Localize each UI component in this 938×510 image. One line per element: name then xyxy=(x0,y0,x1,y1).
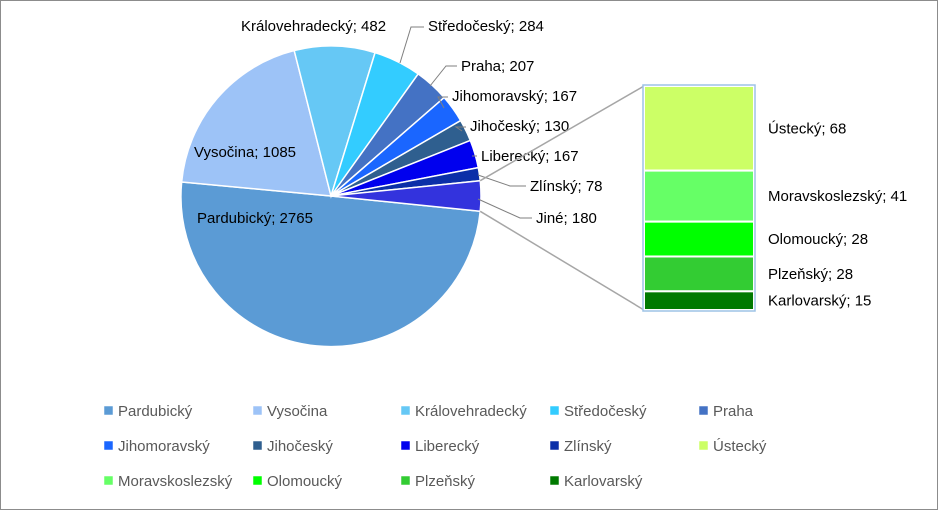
legend-swatch-vysocina xyxy=(252,405,263,416)
legend-item-zlinsky: Zlínský xyxy=(564,438,612,455)
legend-swatch-stredocesky xyxy=(549,405,560,416)
leader-line-zlinsky xyxy=(477,174,526,187)
pie xyxy=(180,45,482,348)
data-label-kralovehradecky: Královehradecký; 482 xyxy=(241,18,386,35)
legend-swatch-karlovarsky xyxy=(549,475,560,486)
data-label-jine: Jiné; 180 xyxy=(536,210,597,227)
bar-segment-moravskoslezsky xyxy=(643,169,755,223)
legend-item-stredocesky: Středočeský xyxy=(564,403,647,420)
secondary-bar: Ústecký; 68 Moravskoslezský; 41 Olomoucký;… xyxy=(642,84,907,312)
pie-slice-jine xyxy=(330,179,482,213)
legend-swatch-kralovehradecky xyxy=(400,405,411,416)
legend-item-olomoucky: Olomoucký xyxy=(267,473,343,490)
bar-label-olomoucky: Olomoucký; 28 xyxy=(768,231,868,248)
leader-line-praha xyxy=(429,65,457,87)
data-label-vysocina: Vysočina; 1085 xyxy=(194,144,296,161)
bar-label-ustecky: Ústecký; 68 xyxy=(768,120,846,137)
data-label-zlinsky: Zlínský; 78 xyxy=(530,178,603,195)
data-label-pardubicky: Pardubický; 2765 xyxy=(197,210,313,227)
legend-item-praha: Praha xyxy=(713,403,754,420)
leader-line-jihocesky xyxy=(454,126,466,132)
data-label-praha: Praha; 207 xyxy=(461,58,534,75)
legend-swatch-pardubicky xyxy=(103,405,114,416)
legend-swatch-zlinsky xyxy=(549,440,560,451)
data-labels: Pardubický; 2765 Vysočina; 1085 Královehra… xyxy=(194,18,603,227)
pie-slice-pardubicky xyxy=(180,181,482,348)
pie-slice-kralovehradecky xyxy=(293,45,377,199)
legend-item-kralovehradecky: Královehradecký xyxy=(415,403,527,420)
data-label-stredocesky: Středočeský; 284 xyxy=(428,18,544,35)
bar-segment-olomoucky xyxy=(643,220,755,258)
secondary-bar-outline xyxy=(642,84,756,312)
data-label-jihomoravsky: Jihomoravský; 167 xyxy=(452,88,577,105)
legend-swatch-jihocesky xyxy=(252,440,263,451)
pie-slice-vysocina xyxy=(180,49,332,197)
data-label-jihocesky: Jihočeský; 130 xyxy=(470,118,569,135)
legend-swatch-moravskoslezsky xyxy=(103,475,114,486)
legend-item-karlovarsky: Karlovarský xyxy=(564,473,643,490)
legend-item-ustecky: Ústecký xyxy=(713,438,767,455)
bar-segment-ustecky xyxy=(643,85,755,172)
legend-item-liberecky: Liberecký xyxy=(415,438,480,455)
series-line-bottom xyxy=(479,210,645,311)
leader-line-jihomoravsky xyxy=(437,96,448,109)
legend-item-pardubicky: Pardubický xyxy=(118,403,193,420)
legend: Pardubický Vysočina Královehradecký Středoč… xyxy=(103,403,767,490)
legend-swatch-ustecky xyxy=(698,440,709,451)
legend-item-vysocina: Vysočina xyxy=(267,403,328,420)
legend-item-jihomoravsky: Jihomoravský xyxy=(118,438,210,455)
legend-swatch-plzensky xyxy=(400,475,411,486)
legend-swatch-jihomoravsky xyxy=(103,440,114,451)
bar-segment-plzensky xyxy=(643,255,755,293)
leader-line-stredocesky xyxy=(399,26,424,64)
legend-swatch-liberecky xyxy=(400,440,411,451)
series-line-top xyxy=(479,85,645,182)
bar-label-moravskoslezsky: Moravskoslezský; 41 xyxy=(768,188,907,205)
legend-item-jihocesky: Jihočeský xyxy=(267,438,333,455)
legend-item-moravskoslezsky: Moravskoslezský xyxy=(118,473,233,490)
bar-label-plzensky: Plzeňský; 28 xyxy=(768,266,853,283)
legend-item-plzensky: Plzeňský xyxy=(415,473,476,490)
legend-swatch-olomoucky xyxy=(252,475,263,486)
leader-line-jine xyxy=(477,198,532,219)
bar-label-karlovarsky: Karlovarský; 15 xyxy=(768,293,871,310)
legend-swatch-praha xyxy=(698,405,709,416)
bar-segment-karlovarsky xyxy=(643,290,755,311)
data-label-liberecky: Liberecký; 167 xyxy=(481,148,579,165)
